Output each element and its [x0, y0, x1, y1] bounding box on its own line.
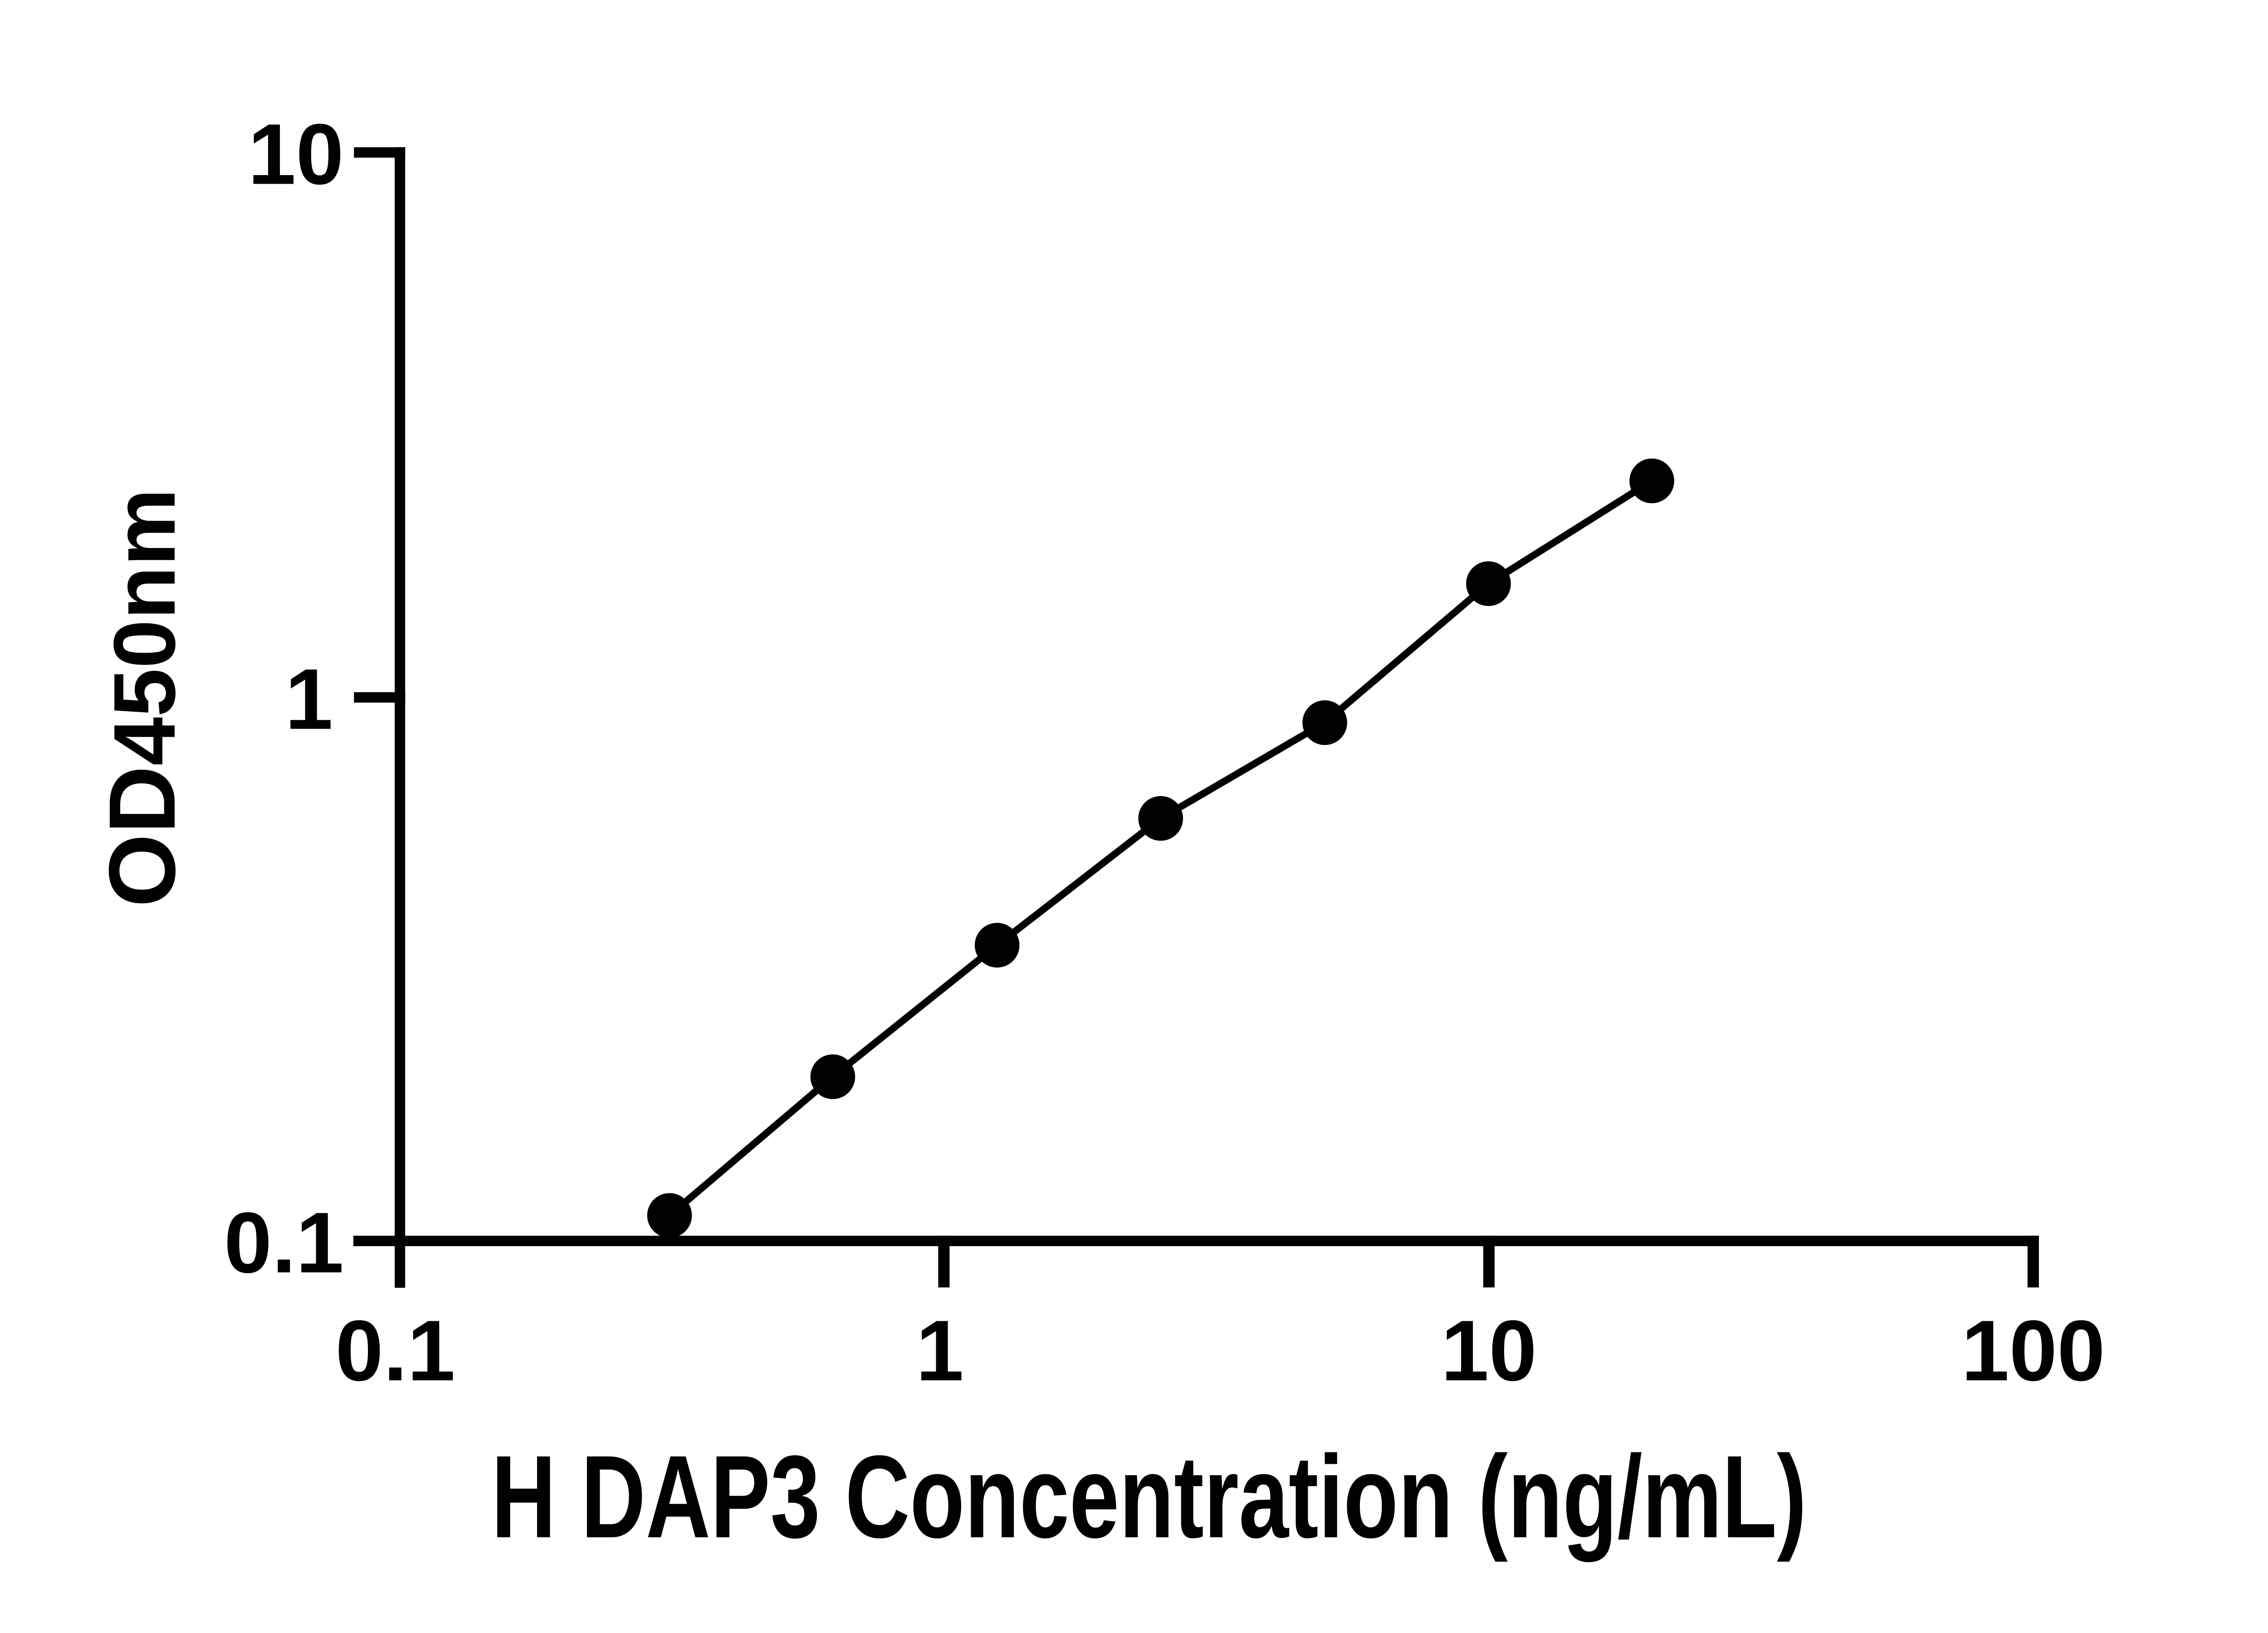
svg-text:1: 1 — [285, 651, 333, 748]
svg-text:100: 100 — [1961, 1303, 2105, 1399]
svg-text:0.1: 0.1 — [335, 1303, 455, 1399]
svg-text:1: 1 — [916, 1303, 964, 1399]
svg-text:10: 10 — [1441, 1303, 1537, 1399]
svg-text:OD450nm: OD450nm — [90, 488, 195, 907]
svg-text:10: 10 — [248, 106, 344, 202]
svg-text:H DAP3 Concentration (ng/mL): H DAP3 Concentration (ng/mL) — [491, 1431, 1807, 1563]
svg-text:0.1: 0.1 — [224, 1195, 344, 1291]
